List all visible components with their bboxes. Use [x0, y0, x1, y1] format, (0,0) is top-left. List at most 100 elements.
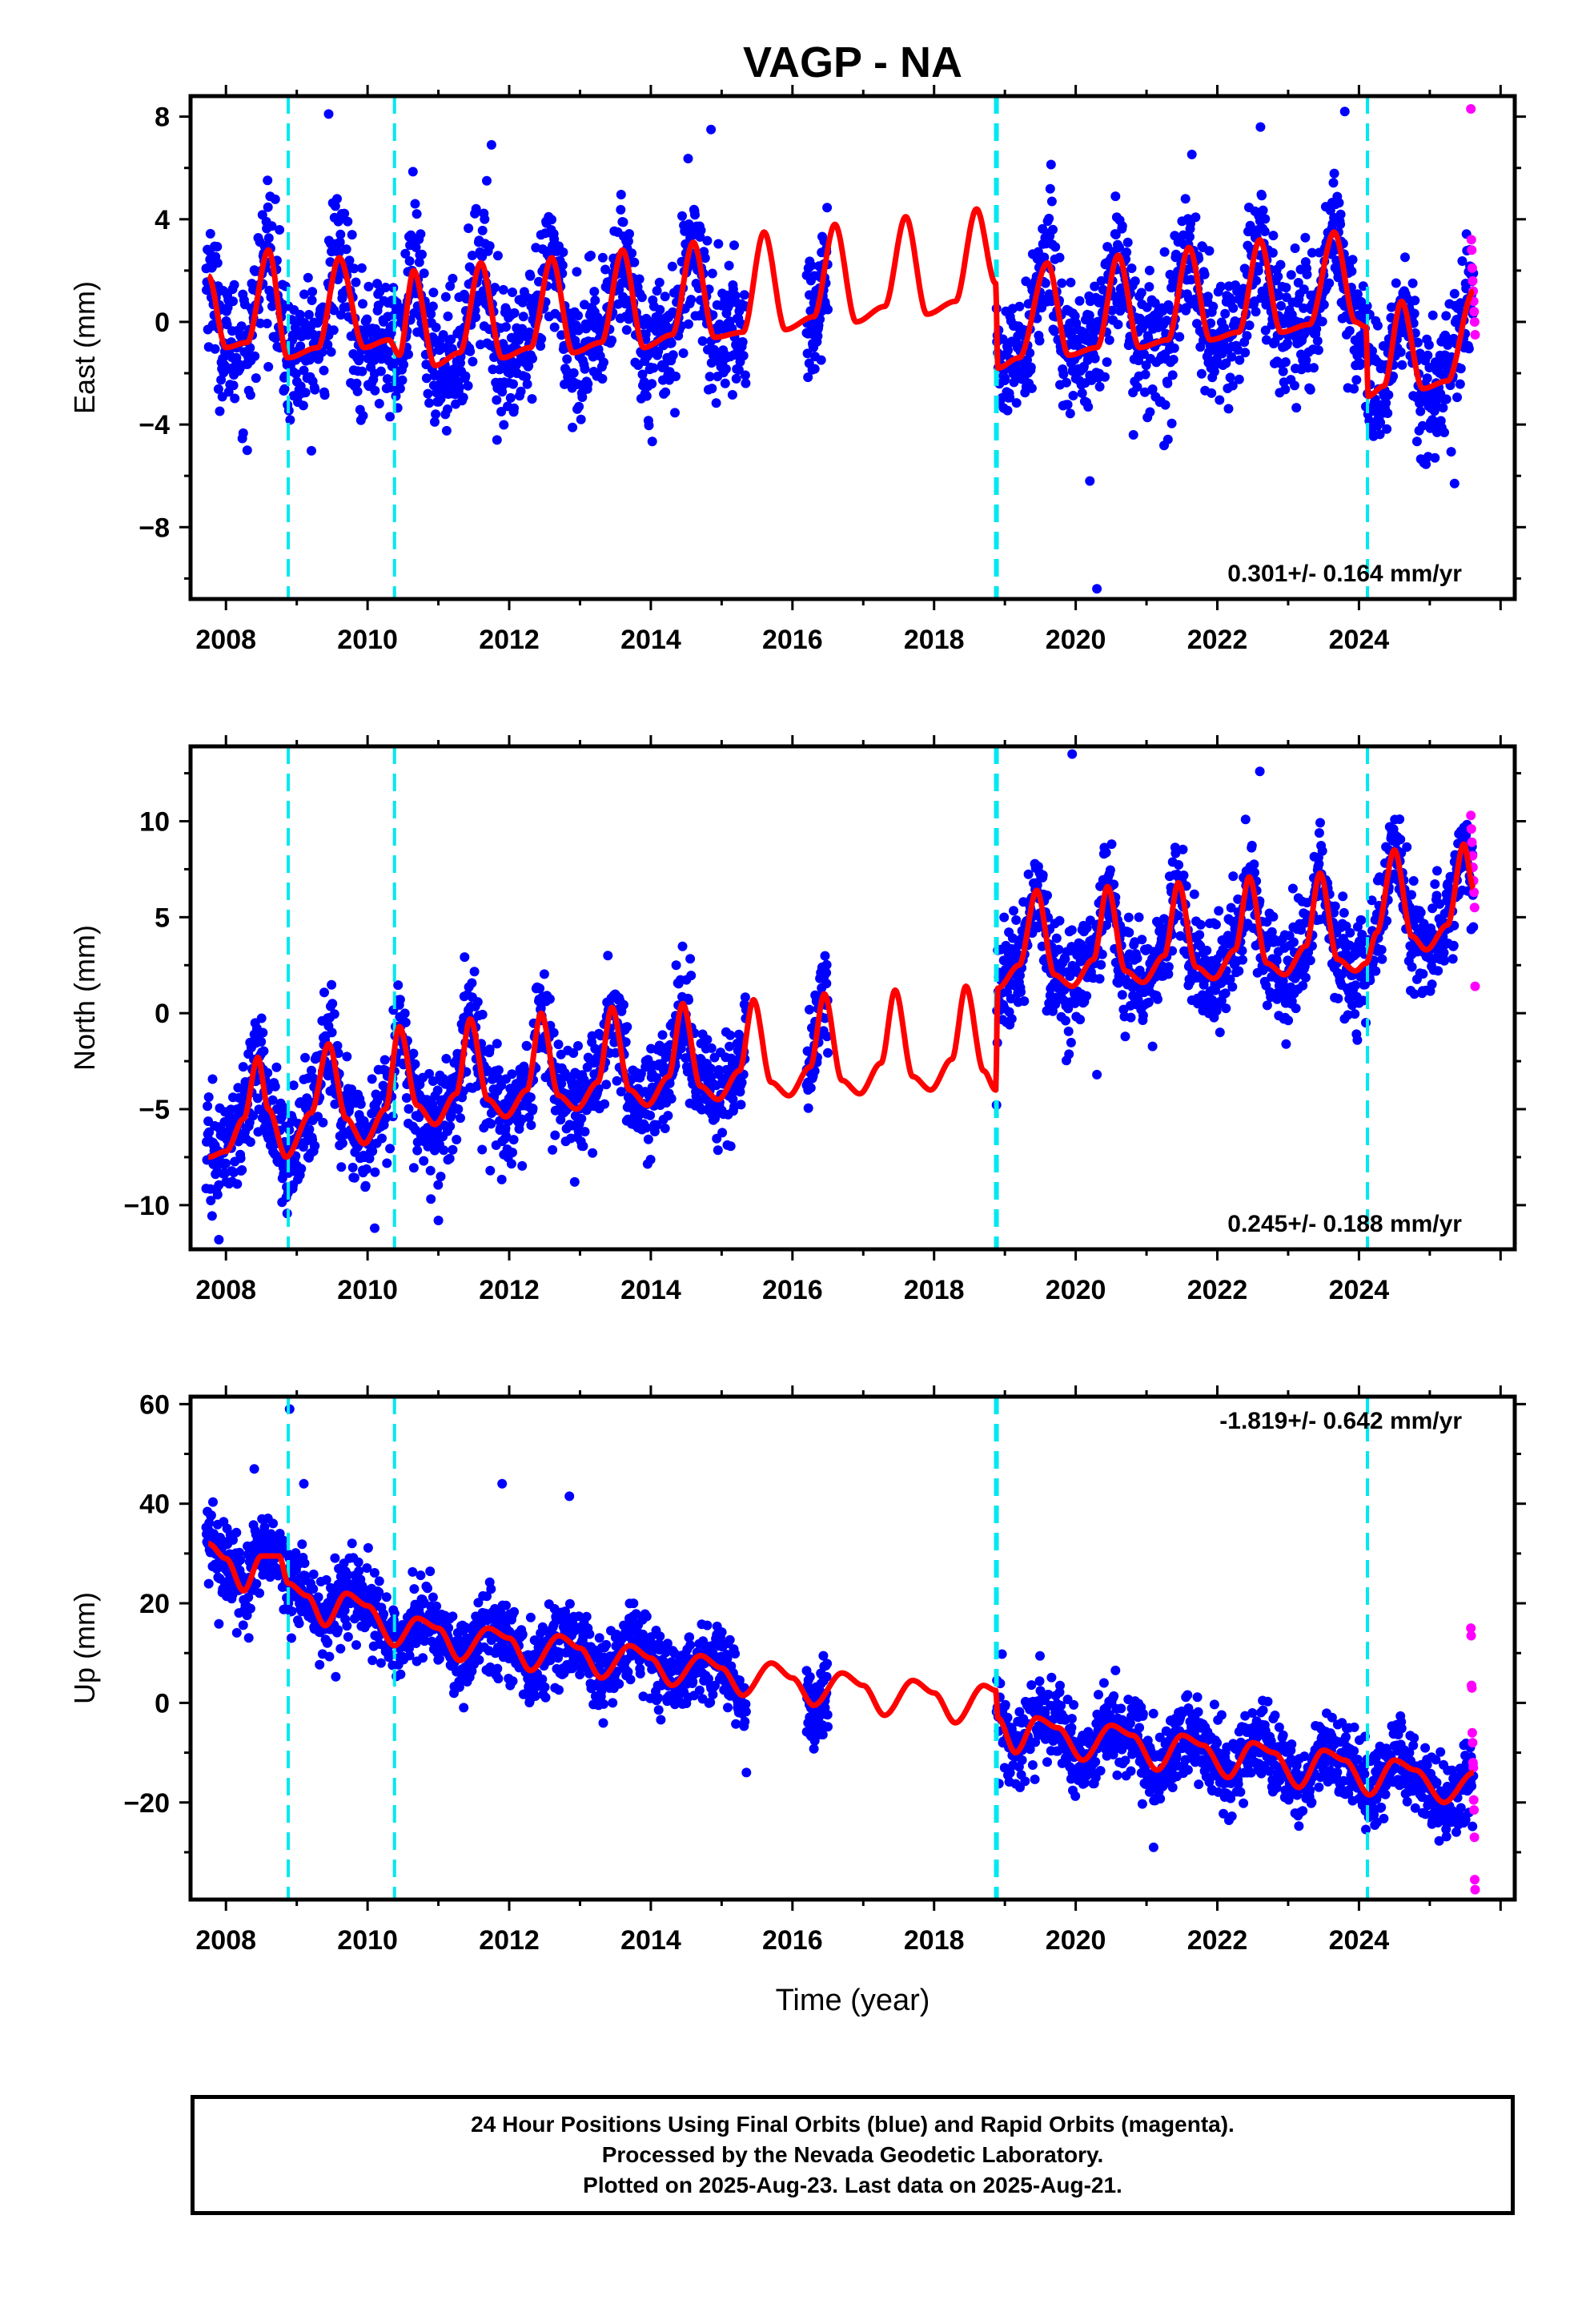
final-point [426, 309, 436, 320]
final-point [428, 287, 439, 298]
final-point [235, 1153, 246, 1164]
final-point [212, 1189, 223, 1200]
final-point [573, 1041, 583, 1051]
final-point [717, 1128, 728, 1138]
final-point [323, 340, 333, 350]
final-point [349, 263, 359, 274]
final-point [1137, 935, 1147, 945]
final-point [213, 384, 223, 394]
final-point [1163, 962, 1174, 972]
final-point [1402, 842, 1412, 852]
final-point [262, 319, 272, 328]
final-point [706, 358, 717, 368]
x-tick-label: 2010 [337, 625, 398, 655]
final-point [1290, 380, 1299, 391]
final-point [1074, 296, 1085, 306]
final-point [395, 384, 405, 394]
final-point [1240, 814, 1251, 825]
final-point [1335, 209, 1346, 219]
final-point [1102, 357, 1112, 368]
final-point [228, 296, 238, 307]
final-point [1140, 369, 1150, 380]
final-point [1261, 335, 1271, 345]
x-tick-label: 2020 [1046, 625, 1106, 655]
final-point [666, 1094, 677, 1104]
final-point [1038, 870, 1048, 880]
y-axis: 840−4−8 [139, 103, 1526, 580]
final-point [333, 1048, 343, 1059]
final-point [263, 175, 273, 186]
final-point [671, 960, 681, 971]
final-point [1144, 265, 1154, 275]
final-point [613, 299, 624, 309]
final-point [1441, 311, 1452, 321]
final-point [270, 194, 280, 204]
final-point [1356, 915, 1367, 925]
final-point [498, 284, 508, 295]
final-point [453, 1104, 464, 1114]
final-point [1349, 384, 1359, 394]
final-point [1253, 266, 1263, 276]
final-point [589, 287, 600, 297]
final-point [1132, 953, 1142, 963]
final-point [486, 1119, 496, 1129]
final-point [477, 1144, 488, 1155]
final-point [562, 354, 572, 364]
final-point [1259, 227, 1270, 236]
final-point [1126, 263, 1137, 273]
final-point [1301, 355, 1311, 365]
final-point [622, 1022, 632, 1032]
final-point [508, 379, 518, 389]
final-point [1206, 318, 1216, 328]
final-point [627, 248, 637, 259]
final-point [1430, 452, 1440, 463]
final-point [1397, 360, 1407, 370]
final-point [1278, 366, 1288, 376]
final-point [343, 216, 353, 227]
final-point [1300, 972, 1311, 983]
final-point [1413, 337, 1423, 348]
final-point [230, 393, 240, 404]
final-point [1100, 372, 1110, 382]
final-point [1166, 418, 1177, 428]
final-point [1191, 212, 1201, 223]
final-point [499, 420, 509, 430]
final-point [1233, 344, 1243, 355]
north-panel: 2008 2010 2012 2014 2016 2018 2020 2022 20241050… [68, 735, 1526, 1305]
final-point [467, 251, 477, 260]
final-point [352, 386, 363, 396]
final-point [335, 229, 346, 239]
final-point [666, 338, 677, 348]
final-point [419, 1156, 429, 1166]
final-point [1023, 299, 1034, 309]
final-point [252, 1093, 263, 1104]
final-point [1009, 906, 1018, 916]
final-point [1204, 246, 1215, 256]
final-point [440, 292, 451, 302]
final-point [1235, 355, 1245, 365]
final-point [514, 335, 524, 345]
final-point [1268, 231, 1279, 241]
final-point [480, 214, 490, 224]
final-point [465, 346, 476, 356]
final-point [408, 1048, 419, 1059]
rapid-point [1466, 235, 1476, 245]
final-point [509, 403, 520, 413]
final-point [1362, 301, 1372, 312]
final-point [245, 1137, 255, 1148]
final-point [492, 435, 502, 445]
final-point [586, 251, 596, 260]
final-point [621, 325, 632, 335]
final-point [1064, 1049, 1074, 1059]
final-point [404, 1104, 414, 1114]
final-point [1061, 1015, 1070, 1026]
final-point [204, 1127, 215, 1137]
final-point [507, 1069, 517, 1080]
final-point [727, 390, 737, 400]
final-point [684, 319, 693, 329]
final-point [477, 225, 488, 235]
final-point [697, 336, 708, 346]
final-point [1423, 340, 1434, 350]
final-point [1014, 301, 1025, 312]
final-point [393, 980, 404, 991]
